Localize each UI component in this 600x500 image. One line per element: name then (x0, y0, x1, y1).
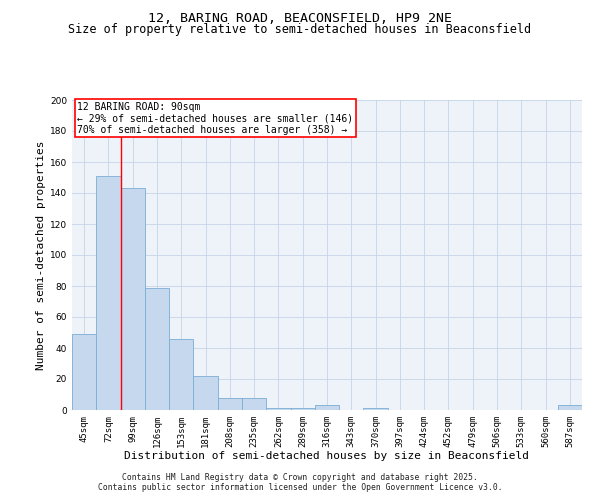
Text: 12 BARING ROAD: 90sqm
← 29% of semi-detached houses are smaller (146)
70% of sem: 12 BARING ROAD: 90sqm ← 29% of semi-deta… (77, 102, 353, 134)
Bar (96, 176, 121, 410)
Bar (218, 398, 242, 410)
Bar (242, 398, 266, 410)
Text: Size of property relative to semi-detached houses in Beaconsfield: Size of property relative to semi-detach… (68, 22, 532, 36)
Bar (315, 406, 339, 410)
Text: Contains HM Land Registry data © Crown copyright and database right 2025.
Contai: Contains HM Land Registry data © Crown c… (98, 473, 502, 492)
Bar (145, 288, 169, 410)
Text: 12, BARING ROAD, BEACONSFIELD, HP9 2NE: 12, BARING ROAD, BEACONSFIELD, HP9 2NE (148, 12, 452, 26)
Bar (364, 408, 388, 410)
Bar (121, 188, 145, 410)
Y-axis label: Number of semi-detached properties: Number of semi-detached properties (36, 140, 46, 370)
Bar (558, 406, 582, 410)
Bar (169, 338, 193, 410)
X-axis label: Distribution of semi-detached houses by size in Beaconsfield: Distribution of semi-detached houses by … (125, 452, 530, 462)
Bar (193, 376, 218, 410)
Bar (72, 334, 96, 410)
Bar (290, 408, 315, 410)
Bar (266, 408, 290, 410)
